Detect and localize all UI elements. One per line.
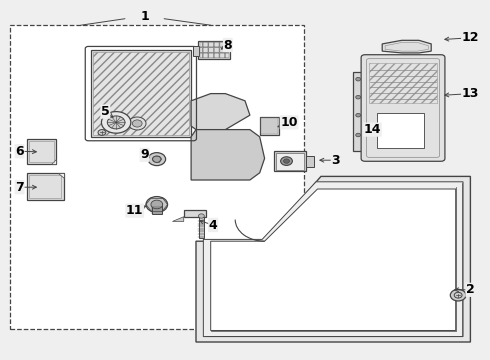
Bar <box>193 46 199 56</box>
Circle shape <box>356 77 361 81</box>
Circle shape <box>198 214 204 218</box>
Bar <box>353 72 364 151</box>
Bar <box>276 153 304 170</box>
Text: 12: 12 <box>462 31 479 44</box>
Polygon shape <box>184 210 206 217</box>
Circle shape <box>356 133 361 137</box>
Bar <box>260 117 279 135</box>
FancyBboxPatch shape <box>27 139 56 164</box>
Text: 7: 7 <box>15 181 24 194</box>
Polygon shape <box>203 182 463 337</box>
Circle shape <box>152 156 161 162</box>
Text: 1: 1 <box>140 10 149 23</box>
Circle shape <box>146 197 168 212</box>
Text: 11: 11 <box>126 204 144 217</box>
Bar <box>200 42 229 58</box>
Text: 10: 10 <box>280 116 298 129</box>
Circle shape <box>450 289 466 301</box>
Text: 14: 14 <box>364 123 381 136</box>
Polygon shape <box>172 217 184 221</box>
Bar <box>261 118 278 134</box>
FancyBboxPatch shape <box>361 55 445 161</box>
Circle shape <box>356 95 361 99</box>
Text: 9: 9 <box>140 148 149 161</box>
Bar <box>377 113 424 148</box>
Polygon shape <box>51 159 56 164</box>
Circle shape <box>101 112 131 133</box>
Text: 2: 2 <box>466 283 475 296</box>
Bar <box>274 151 306 171</box>
Bar <box>29 141 54 162</box>
Bar <box>29 175 61 198</box>
Circle shape <box>107 116 125 129</box>
Circle shape <box>281 157 293 166</box>
Text: 6: 6 <box>15 145 24 158</box>
Bar <box>306 156 314 167</box>
Polygon shape <box>382 40 431 53</box>
Bar <box>152 203 162 214</box>
FancyBboxPatch shape <box>27 173 64 200</box>
Polygon shape <box>211 189 456 330</box>
Text: 3: 3 <box>331 154 340 167</box>
Bar <box>198 41 230 59</box>
Text: 8: 8 <box>223 39 232 51</box>
Bar <box>93 52 189 135</box>
Circle shape <box>98 130 106 135</box>
Bar <box>10 25 304 329</box>
Polygon shape <box>191 130 265 180</box>
Bar <box>369 63 437 103</box>
Text: 13: 13 <box>462 87 479 100</box>
Bar <box>377 113 424 148</box>
Circle shape <box>284 159 290 163</box>
Text: 4: 4 <box>209 219 218 231</box>
Polygon shape <box>191 94 250 137</box>
Circle shape <box>132 120 142 127</box>
Circle shape <box>128 117 146 130</box>
Polygon shape <box>58 173 64 178</box>
Circle shape <box>151 200 163 209</box>
Circle shape <box>356 113 361 117</box>
Polygon shape <box>196 176 470 342</box>
Bar <box>91 50 191 137</box>
Text: 5: 5 <box>101 105 110 118</box>
Bar <box>199 217 204 238</box>
Circle shape <box>148 153 166 166</box>
